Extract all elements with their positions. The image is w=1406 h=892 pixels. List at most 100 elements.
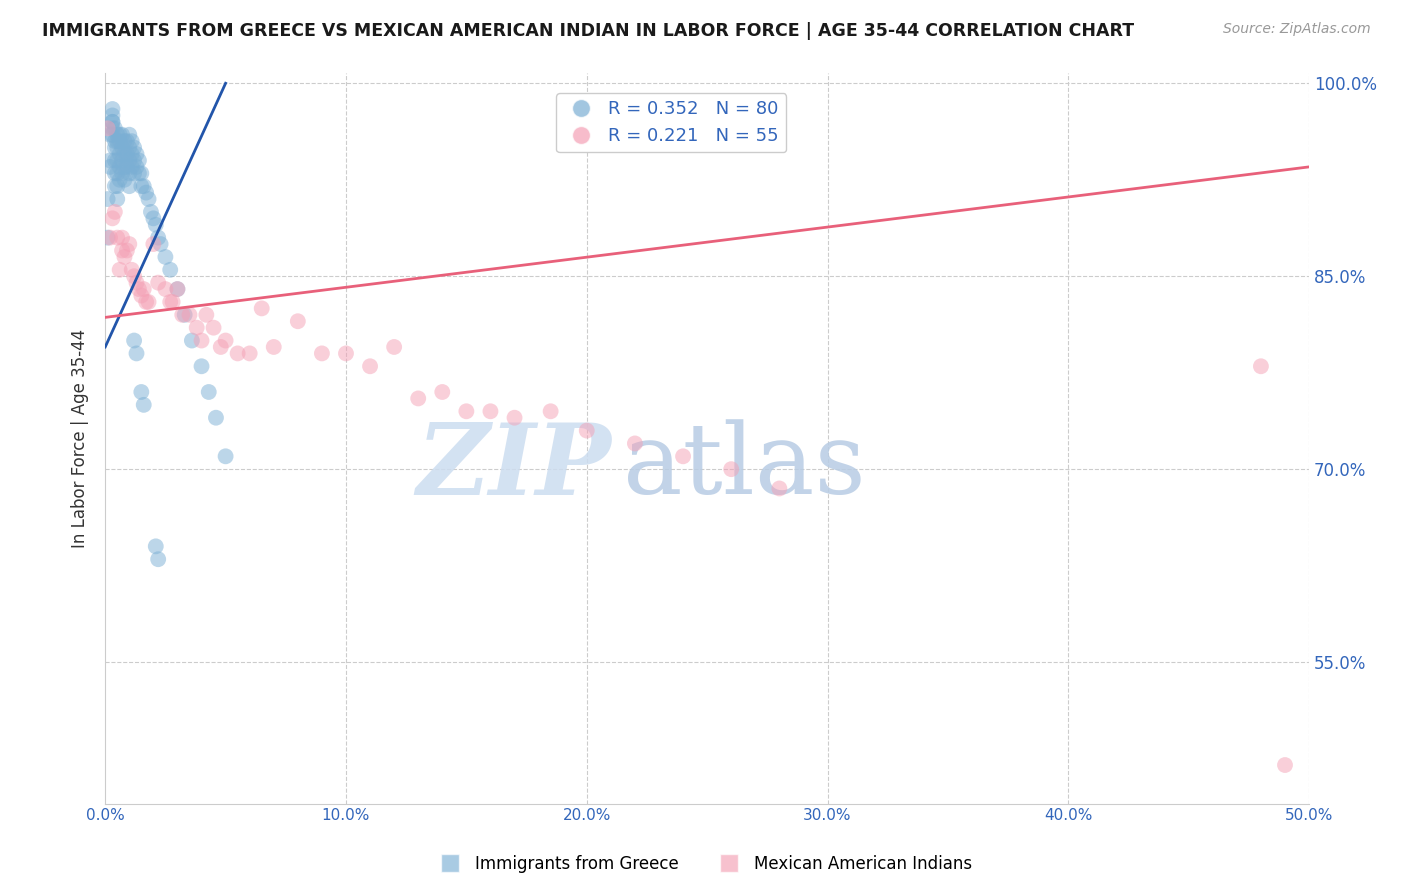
Point	[101, 211, 124, 226]
Point	[114, 250, 136, 264]
Point	[111, 153, 134, 168]
Point	[104, 179, 127, 194]
Point	[226, 346, 249, 360]
Point	[250, 301, 273, 316]
Point	[202, 320, 225, 334]
Point	[180, 334, 202, 348]
Point	[624, 436, 647, 450]
Point	[108, 147, 131, 161]
Point	[214, 450, 236, 464]
Point	[148, 552, 170, 566]
Point	[335, 346, 357, 360]
Point	[135, 186, 157, 200]
Point	[118, 166, 141, 180]
Point	[121, 134, 143, 148]
Point	[101, 115, 124, 129]
Point	[115, 244, 138, 258]
Point	[145, 540, 167, 554]
Point	[114, 147, 136, 161]
Point	[131, 288, 153, 302]
Point	[125, 346, 148, 360]
Point	[149, 237, 172, 252]
Point	[114, 173, 136, 187]
Text: Source: ZipAtlas.com: Source: ZipAtlas.com	[1223, 22, 1371, 37]
Point	[98, 128, 121, 142]
Point	[131, 384, 153, 399]
Point	[101, 115, 124, 129]
Text: IMMIGRANTS FROM GREECE VS MEXICAN AMERICAN INDIAN IN LABOR FORCE | AGE 35-44 COR: IMMIGRANTS FROM GREECE VS MEXICAN AMERIC…	[42, 22, 1135, 40]
Point	[98, 230, 121, 244]
Point	[121, 147, 143, 161]
Point	[128, 153, 150, 168]
Point	[118, 179, 141, 194]
Point	[172, 308, 194, 322]
Point	[768, 482, 790, 496]
Point	[190, 359, 212, 374]
Point	[101, 121, 124, 136]
Legend: R = 0.352   N = 80, R = 0.221   N = 55: R = 0.352 N = 80, R = 0.221 N = 55	[555, 93, 786, 153]
Point	[205, 410, 228, 425]
Point	[311, 346, 333, 360]
Point	[209, 340, 232, 354]
Point	[214, 334, 236, 348]
Point	[135, 295, 157, 310]
Point	[104, 153, 127, 168]
Point	[138, 295, 160, 310]
Point	[122, 269, 145, 284]
Point	[101, 108, 124, 122]
Point	[479, 404, 502, 418]
Point	[197, 384, 219, 399]
Point	[1250, 359, 1272, 374]
Point	[179, 308, 201, 322]
Point	[125, 147, 148, 161]
Point	[114, 160, 136, 174]
Point	[98, 160, 121, 174]
Point	[108, 134, 131, 148]
Point	[145, 218, 167, 232]
Point	[132, 179, 155, 194]
Point	[155, 250, 177, 264]
Point	[132, 398, 155, 412]
Point	[105, 192, 128, 206]
Point	[138, 192, 160, 206]
Point	[108, 160, 131, 174]
Point	[111, 230, 134, 244]
Point	[575, 424, 598, 438]
Point	[173, 308, 195, 322]
Point	[132, 282, 155, 296]
Point	[148, 276, 170, 290]
Point	[98, 153, 121, 168]
Point	[105, 230, 128, 244]
Point	[118, 237, 141, 252]
Point	[1274, 758, 1296, 772]
Point	[122, 166, 145, 180]
Point	[359, 359, 381, 374]
Point	[125, 160, 148, 174]
Point	[162, 295, 184, 310]
Point	[503, 410, 526, 425]
Point	[263, 340, 285, 354]
Point	[122, 140, 145, 154]
Point	[115, 160, 138, 174]
Point	[142, 237, 165, 252]
Point	[128, 166, 150, 180]
Point	[121, 160, 143, 174]
Text: atlas: atlas	[623, 419, 866, 516]
Legend: Immigrants from Greece, Mexican American Indians: Immigrants from Greece, Mexican American…	[427, 848, 979, 880]
Point	[118, 140, 141, 154]
Point	[131, 179, 153, 194]
Point	[122, 153, 145, 168]
Point	[108, 173, 131, 187]
Point	[97, 192, 120, 206]
Point	[382, 340, 405, 354]
Point	[105, 140, 128, 154]
Point	[111, 140, 134, 154]
Point	[166, 282, 188, 296]
Point	[155, 282, 177, 296]
Point	[104, 205, 127, 219]
Point	[125, 276, 148, 290]
Point	[97, 121, 120, 136]
Point	[104, 140, 127, 154]
Point	[287, 314, 309, 328]
Point	[186, 320, 208, 334]
